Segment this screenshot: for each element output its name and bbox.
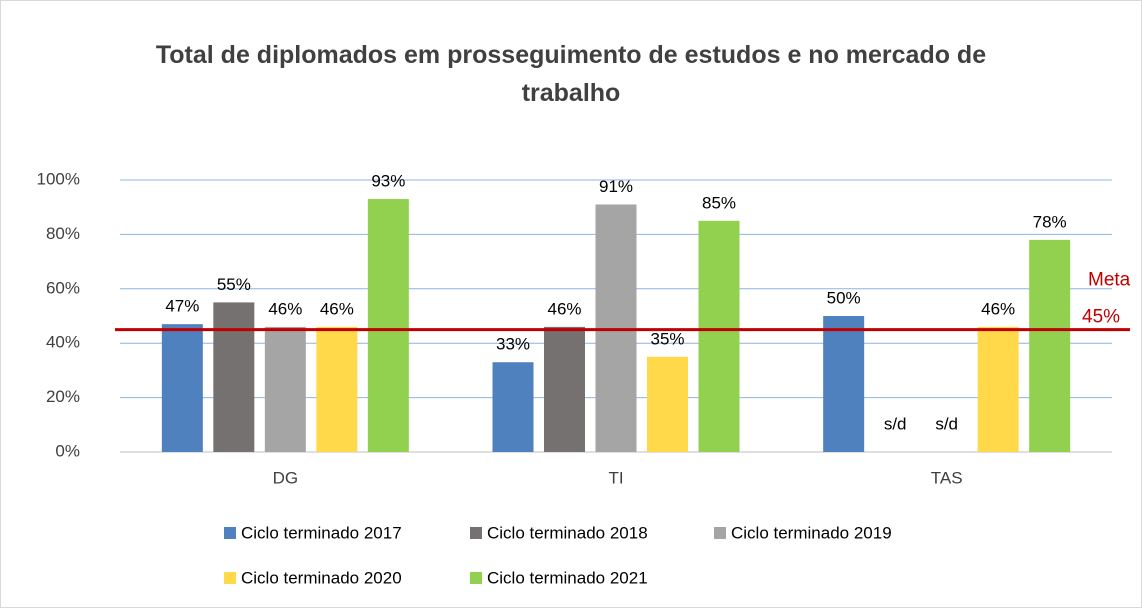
data-label: 35% [650,329,684,348]
data-label: 85% [702,193,736,212]
data-label: s/d [935,414,958,433]
bar [316,326,358,452]
y-tick-label: 100% [37,169,80,188]
data-label: 93% [371,172,405,191]
legend-swatch [714,527,726,539]
y-tick-label: 60% [46,278,80,297]
target-label: 45% [1082,307,1120,328]
bar [264,326,306,452]
data-label: 46% [320,299,354,318]
bar [213,302,255,452]
legend-label: Ciclo terminado 2017 [241,523,402,542]
data-label: 78% [1033,212,1067,231]
bar [161,324,203,452]
y-tick-label: 20% [46,387,80,406]
x-tick-label: TI [608,468,623,487]
chart-title: Total de diplomados em prosseguimento de… [155,41,987,107]
data-label: 55% [217,275,251,294]
y-tick-label: 0% [55,441,80,460]
legend-swatch [224,572,236,584]
legend-label: Ciclo terminado 2019 [731,523,892,542]
bar [1029,239,1071,452]
data-label: 46% [268,299,302,318]
y-tick-label: 80% [46,224,80,243]
legend-label: Ciclo terminado 2021 [487,568,648,587]
bar [647,356,688,452]
data-label: 91% [599,177,633,196]
legend-label: Ciclo terminado 2018 [487,523,648,542]
data-label: 33% [496,335,530,354]
data-label: s/d [884,414,907,433]
legend-swatch [224,527,236,539]
bar [544,326,585,452]
data-label: 46% [547,299,581,318]
x-tick-label: TAS [931,468,963,487]
bar [698,220,740,452]
legend-label: Ciclo terminado 2020 [241,568,402,587]
data-label: 50% [827,288,861,307]
legend-swatch [470,527,482,539]
bar [367,199,409,452]
data-label: 47% [165,297,199,316]
data-label: 46% [981,299,1015,318]
x-tick-label: DG [273,468,299,487]
bar [823,316,865,452]
bar [977,326,1019,452]
bar [492,362,534,452]
y-tick-label: 40% [46,333,80,352]
target-name: Meta [1088,270,1131,291]
legend-swatch [470,572,482,584]
